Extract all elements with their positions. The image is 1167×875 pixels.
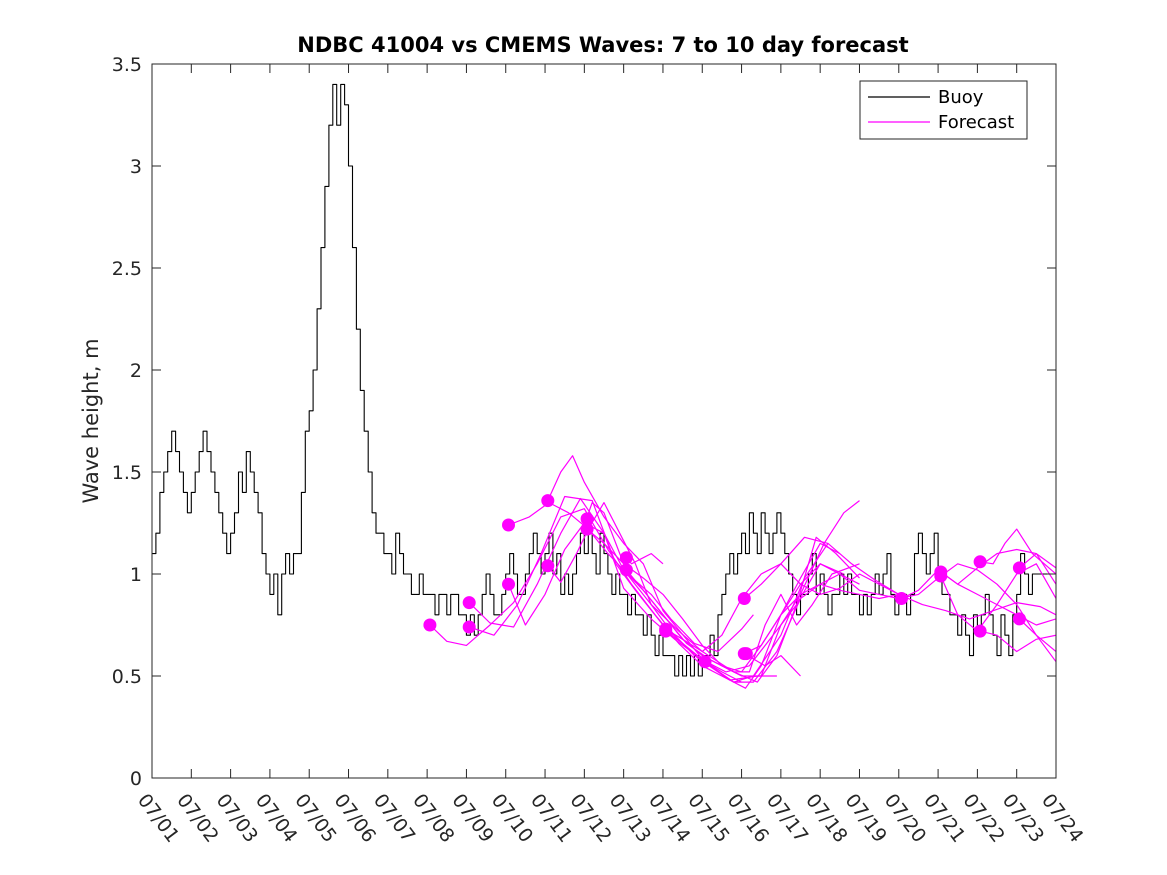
y-tick-label: 0 xyxy=(130,768,142,790)
forecast-start-marker xyxy=(502,577,515,591)
forecast-series-line-23 xyxy=(1018,618,1056,652)
forecast-start-marker xyxy=(737,592,751,605)
forecast-series-line-2 xyxy=(469,495,829,683)
forecast-series-line-20 xyxy=(980,528,1056,575)
forecast-start-marker xyxy=(1012,561,1026,575)
forecast-series-line-6 xyxy=(547,455,841,689)
y-tick-label: 3 xyxy=(130,156,142,178)
forecast-start-marker xyxy=(423,618,437,632)
forecast-start-marker xyxy=(580,522,594,536)
forecast-start-marker xyxy=(619,563,633,577)
forecast-series-line-16 xyxy=(743,653,801,677)
forecast-start-marker xyxy=(739,647,753,661)
legend-label-forecast: Forecast xyxy=(938,112,1014,133)
forecast-start-marker xyxy=(698,655,712,669)
chart-title: NDBC 41004 vs CMEMS Waves: 7 to 10 day f… xyxy=(297,33,908,57)
forecast-start-marker xyxy=(580,512,594,526)
forecast-start-marker xyxy=(973,624,987,638)
forecast-start-marker xyxy=(973,555,987,569)
y-tick-label: 2 xyxy=(130,360,142,382)
y-axis-label: Wave height, m xyxy=(79,338,103,503)
y-tick-label: 1.5 xyxy=(112,462,142,484)
forecast-start-marker xyxy=(659,624,673,638)
y-tick-label: 2.5 xyxy=(112,258,142,280)
legend: Buoy Forecast xyxy=(859,80,1028,140)
forecast-series-line-21 xyxy=(979,630,1056,653)
buoy-series-line xyxy=(152,83,1056,677)
forecast-start-marker xyxy=(541,494,555,508)
y-tick-label: 0.5 xyxy=(112,666,142,688)
legend-label-buoy: Buoy xyxy=(938,87,984,108)
forecast-series-line-11 xyxy=(625,563,900,653)
forecast-start-marker xyxy=(895,592,908,605)
forecast-start-marker xyxy=(462,620,476,634)
forecast-start-marker xyxy=(934,569,948,583)
forecast-start-marker xyxy=(541,559,555,573)
y-tick-label: 3.5 xyxy=(112,54,142,76)
axes-box xyxy=(151,63,1057,779)
forecast-start-marker xyxy=(1012,612,1026,626)
forecast-series-line-17 xyxy=(901,569,1056,626)
forecast-series-line-19 xyxy=(940,563,1056,632)
forecast-series-line-22 xyxy=(1019,553,1056,569)
forecast-start-marker xyxy=(619,551,633,565)
forecast-start-marker xyxy=(502,518,515,532)
y-tick-label: 1 xyxy=(130,564,142,586)
forecast-start-marker xyxy=(462,596,476,610)
legend-box xyxy=(859,80,1028,140)
plot-area xyxy=(152,83,1056,689)
